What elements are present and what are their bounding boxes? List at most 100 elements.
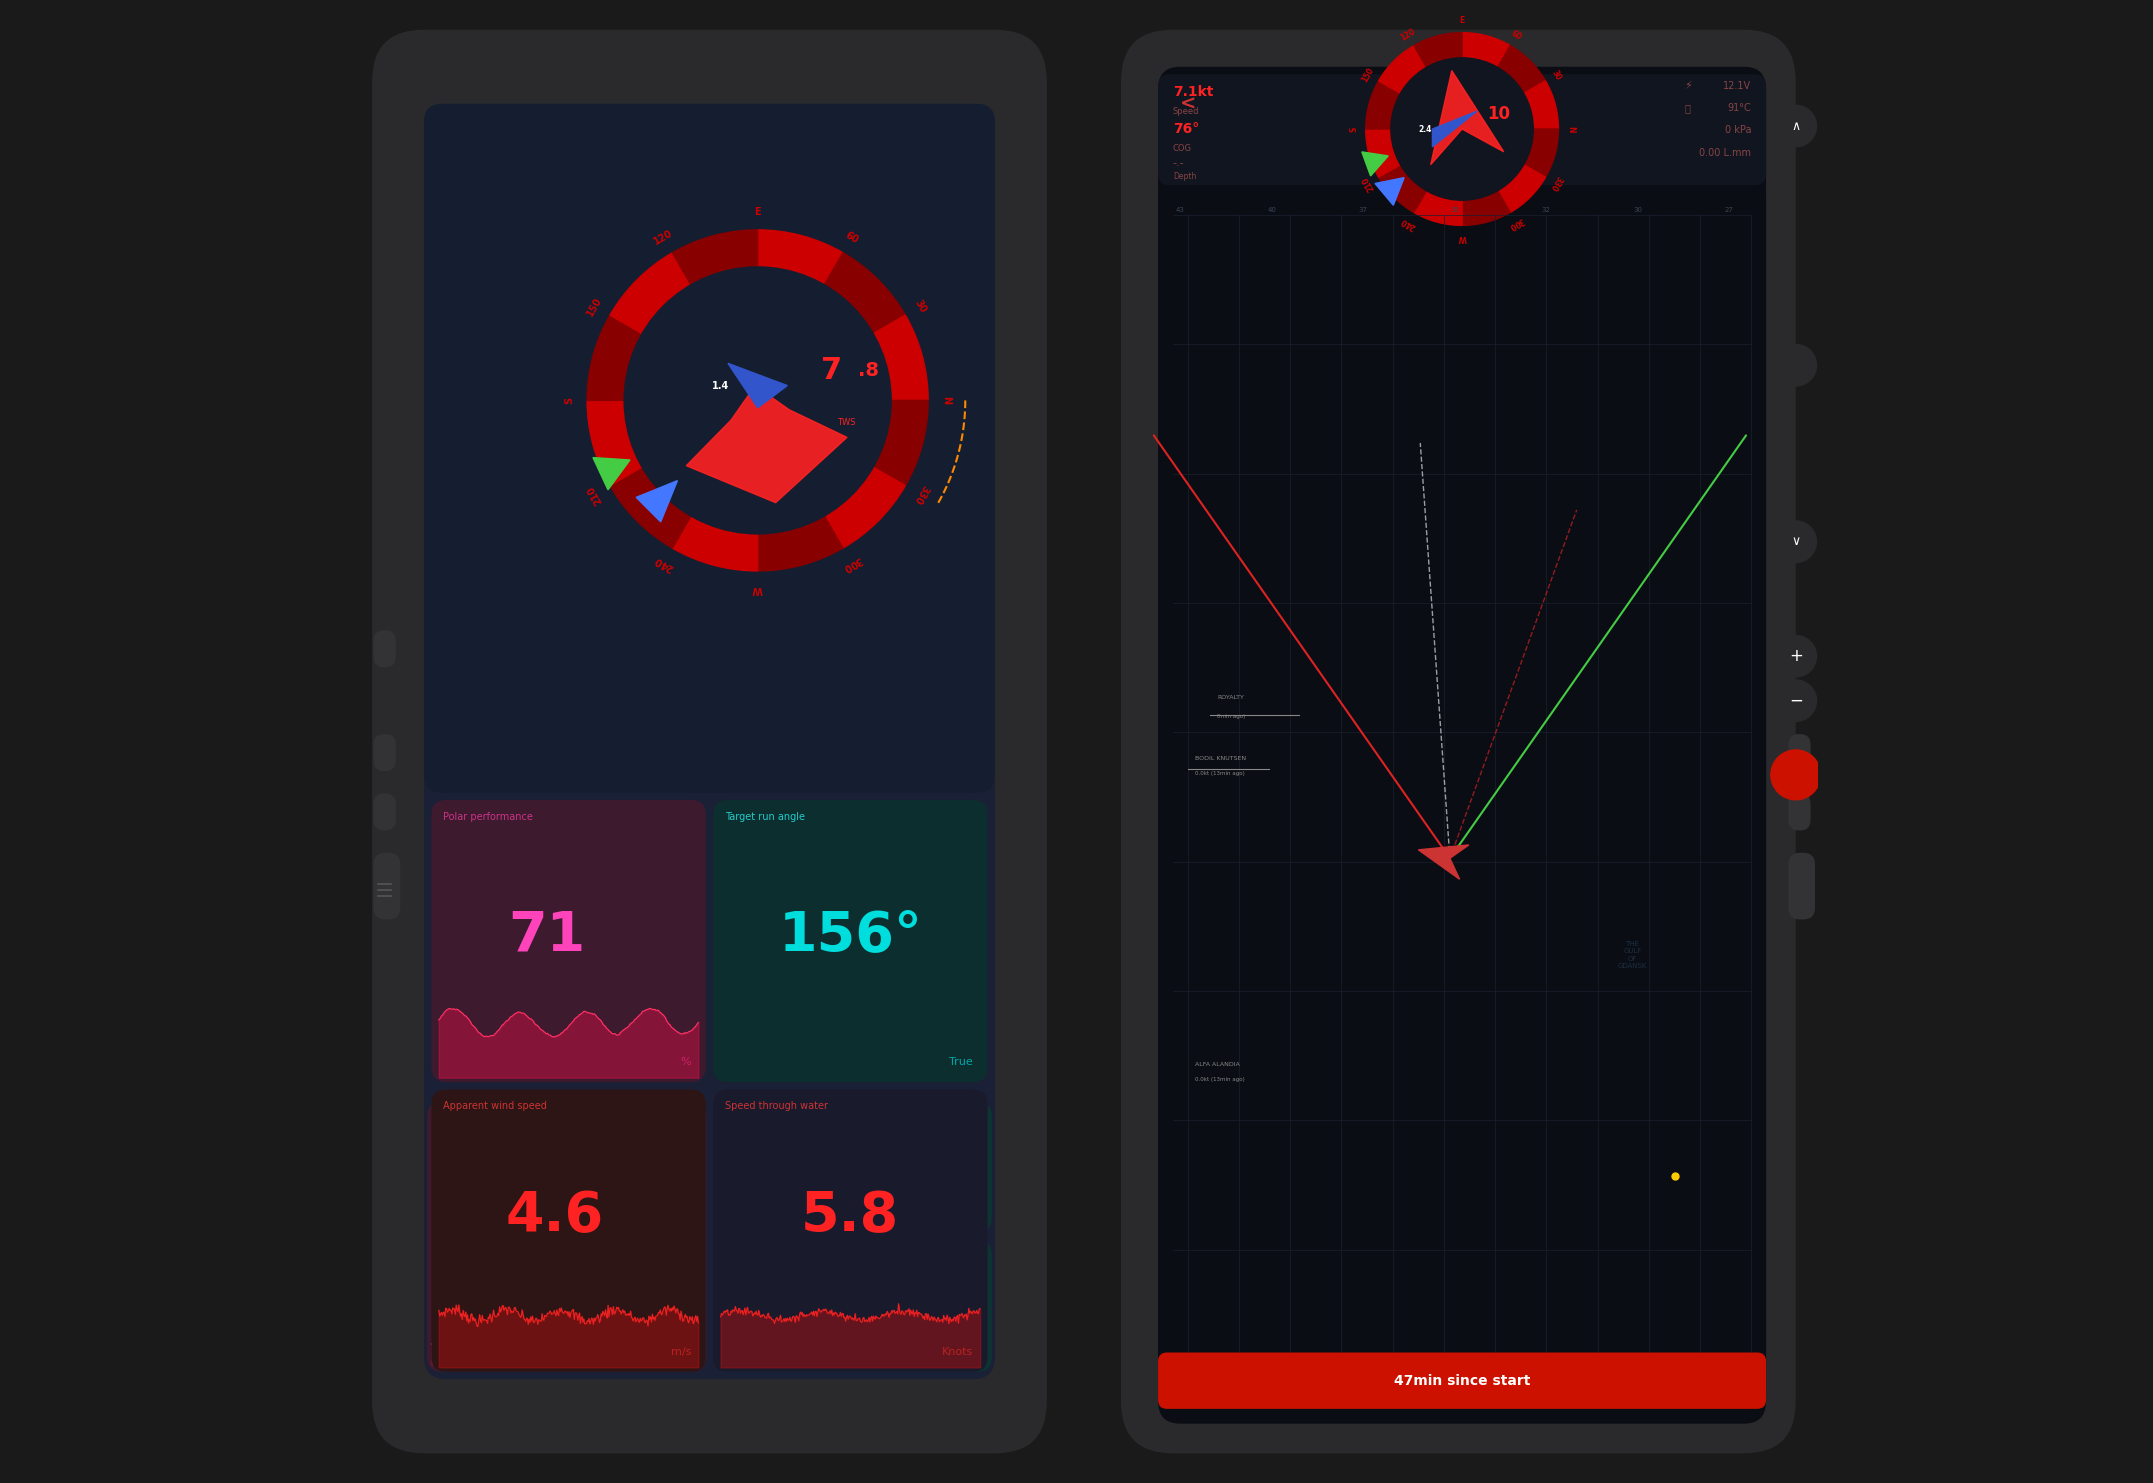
Text: BODIL KNUTSEN: BODIL KNUTSEN: [1195, 756, 1247, 761]
Wedge shape: [1524, 80, 1559, 129]
FancyBboxPatch shape: [424, 104, 995, 1379]
Text: Polar performance: Polar performance: [444, 811, 534, 822]
Polygon shape: [635, 480, 678, 522]
Circle shape: [1774, 105, 1817, 147]
Circle shape: [1774, 521, 1817, 562]
Wedge shape: [1415, 191, 1462, 225]
Text: 1.4: 1.4: [713, 381, 730, 390]
FancyBboxPatch shape: [1158, 185, 1765, 1409]
Wedge shape: [672, 516, 758, 571]
Text: ROYALTY: ROYALTY: [1216, 696, 1244, 700]
Text: 120: 120: [652, 228, 674, 246]
Text: 32: 32: [1542, 208, 1550, 214]
Text: 27: 27: [1725, 208, 1733, 214]
Text: 71: 71: [536, 1206, 609, 1258]
FancyBboxPatch shape: [431, 799, 706, 1083]
FancyBboxPatch shape: [1789, 734, 1811, 771]
Text: 4.6: 4.6: [506, 1189, 605, 1244]
Circle shape: [1774, 635, 1817, 676]
Text: Knots: Knots: [941, 1347, 973, 1357]
Text: True: True: [965, 1210, 984, 1221]
Wedge shape: [1498, 165, 1546, 212]
Text: 150: 150: [586, 295, 605, 317]
FancyBboxPatch shape: [1789, 853, 1815, 919]
Text: 300: 300: [840, 555, 863, 572]
Text: 30: 30: [1634, 1378, 1643, 1384]
Text: N: N: [1565, 126, 1574, 132]
Text: 300: 300: [1507, 215, 1524, 231]
Wedge shape: [1498, 46, 1546, 93]
Text: W: W: [751, 584, 762, 593]
Text: 0min ago): 0min ago): [1216, 713, 1247, 719]
Text: ⚡: ⚡: [1684, 82, 1692, 90]
Text: N: N: [941, 396, 952, 405]
FancyBboxPatch shape: [375, 793, 396, 830]
FancyBboxPatch shape: [426, 1102, 706, 1372]
Text: %: %: [680, 1057, 691, 1068]
FancyBboxPatch shape: [375, 853, 400, 919]
Wedge shape: [588, 316, 642, 400]
Text: Speed through water: Speed through water: [726, 1102, 829, 1111]
Wedge shape: [1524, 129, 1559, 176]
Wedge shape: [825, 467, 906, 549]
Text: 32: 32: [1542, 1378, 1550, 1384]
Text: 120: 120: [1399, 27, 1417, 43]
Wedge shape: [1462, 33, 1509, 67]
Text: 5.8: 5.8: [801, 1189, 900, 1244]
Text: 150: 150: [1361, 65, 1376, 85]
FancyBboxPatch shape: [1122, 30, 1796, 1453]
Text: 71: 71: [508, 909, 586, 962]
Text: 40: 40: [1268, 1378, 1277, 1384]
Circle shape: [624, 267, 891, 534]
Text: Apparent wind speed: Apparent wind speed: [444, 1102, 547, 1111]
Wedge shape: [825, 252, 906, 334]
Wedge shape: [672, 230, 758, 285]
Text: Speed: Speed: [1173, 107, 1199, 116]
Text: 47min since start: 47min since start: [1393, 1373, 1531, 1388]
Text: .8: .8: [859, 362, 878, 380]
Text: 7: 7: [820, 356, 842, 386]
Text: THE
GULF
OF
GDANSK: THE GULF OF GDANSK: [1617, 940, 1647, 970]
Text: 330: 330: [1548, 174, 1563, 193]
Text: 330: 330: [911, 483, 930, 506]
Text: E: E: [754, 208, 760, 217]
Text: 37: 37: [1359, 1378, 1367, 1384]
Wedge shape: [609, 252, 691, 334]
Text: 240: 240: [1399, 215, 1417, 231]
Text: 27: 27: [1725, 1378, 1733, 1384]
FancyBboxPatch shape: [375, 734, 396, 771]
Text: COG: COG: [1173, 144, 1193, 153]
Wedge shape: [1365, 129, 1399, 176]
Circle shape: [1774, 679, 1817, 722]
Circle shape: [1770, 750, 1821, 799]
Wedge shape: [758, 230, 844, 285]
FancyBboxPatch shape: [715, 1240, 993, 1372]
Wedge shape: [1378, 46, 1427, 93]
FancyBboxPatch shape: [1158, 67, 1765, 1424]
Polygon shape: [592, 458, 631, 489]
Text: Target run angle: Target run angle: [726, 811, 805, 822]
Text: W: W: [1458, 233, 1466, 242]
Wedge shape: [874, 400, 928, 486]
FancyBboxPatch shape: [424, 104, 995, 792]
Polygon shape: [1419, 845, 1468, 879]
Text: 76°: 76°: [1173, 123, 1199, 136]
Text: Depth: Depth: [1173, 172, 1197, 181]
Text: <: <: [1180, 95, 1197, 113]
FancyBboxPatch shape: [1789, 793, 1811, 830]
FancyBboxPatch shape: [713, 799, 988, 1083]
Text: 12.1V: 12.1V: [1722, 82, 1750, 90]
Polygon shape: [1432, 71, 1503, 165]
Text: -.-: -.-: [1173, 159, 1184, 168]
Text: 60: 60: [1509, 28, 1522, 42]
FancyBboxPatch shape: [1158, 74, 1765, 185]
Polygon shape: [1432, 111, 1477, 147]
Wedge shape: [588, 400, 642, 486]
FancyBboxPatch shape: [375, 630, 396, 667]
Text: %: %: [659, 1335, 670, 1345]
Text: 0.0kt (13min ago): 0.0kt (13min ago): [1195, 1077, 1244, 1083]
Text: 0.0kt (13min ago): 0.0kt (13min ago): [1195, 771, 1244, 776]
Text: 210: 210: [586, 483, 605, 506]
Wedge shape: [609, 467, 691, 549]
FancyBboxPatch shape: [431, 1090, 706, 1372]
